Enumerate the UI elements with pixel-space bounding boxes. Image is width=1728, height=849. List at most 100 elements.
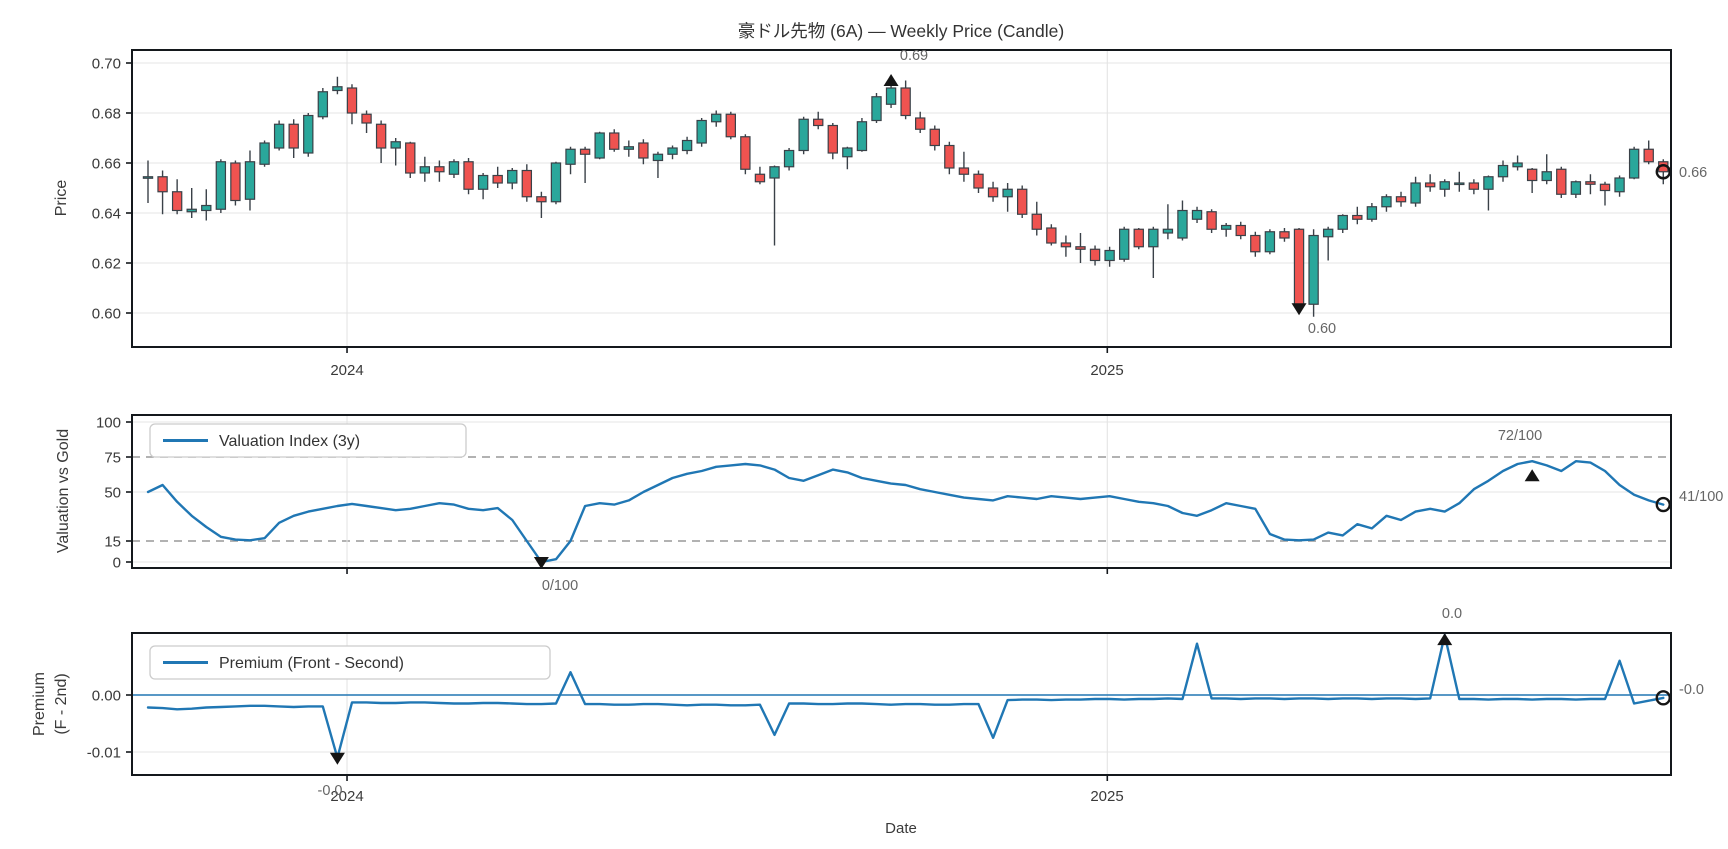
candle-down	[1293, 228, 1305, 305]
price-last-annotation: 0.66	[1679, 165, 1707, 181]
candle-up	[477, 174, 489, 190]
candle-up	[186, 208, 197, 213]
candle-up	[885, 87, 897, 105]
price-x-tick-2025: 2025	[1090, 362, 1123, 379]
premium-legend: Premium (Front - Second)	[149, 645, 551, 680]
candle-up	[1454, 182, 1465, 186]
candle-up	[1512, 162, 1523, 168]
candle-down	[609, 132, 620, 150]
candle-up	[448, 161, 460, 175]
candle-down	[1016, 188, 1028, 215]
candle-up	[871, 96, 882, 122]
candle-down	[434, 166, 445, 173]
candle-up	[1264, 231, 1276, 253]
candle-up	[1104, 249, 1115, 262]
premium-legend-label: Premium (Front - Second)	[219, 655, 404, 672]
candle-up	[1614, 177, 1625, 193]
candle-up	[1177, 209, 1188, 239]
candle-up	[1002, 188, 1013, 198]
candle-down	[361, 113, 372, 124]
extreme-markers-layer	[329, 74, 1671, 765]
price-y-axis-label: Price	[53, 180, 70, 217]
candle-down	[900, 87, 911, 117]
price-high-marker	[883, 74, 899, 86]
candle-up	[783, 149, 795, 168]
premium-x-tick-2025: 2025	[1090, 788, 1123, 805]
candle-up	[1148, 228, 1159, 248]
y-tick-label: 0.64	[92, 206, 121, 223]
premium-legend-box	[149, 645, 551, 680]
y-tick-label: 0.60	[92, 306, 121, 323]
candle-down	[492, 174, 503, 184]
candle-down	[579, 148, 591, 155]
candle-down	[157, 176, 168, 193]
candle-down	[1468, 182, 1480, 190]
y-tick-label: 0.70	[92, 56, 121, 73]
valuation-min-marker	[533, 557, 549, 569]
candle-up	[652, 153, 664, 162]
candle-down	[1031, 213, 1042, 230]
candle-down	[346, 87, 358, 114]
candle-down	[915, 117, 926, 130]
candle-up	[1191, 209, 1203, 220]
y-tick-label: 75	[104, 450, 121, 467]
candle-down	[1279, 231, 1290, 239]
date-axis-label: Date	[885, 820, 917, 837]
candle-down	[230, 162, 241, 202]
y-tick-label: 0.62	[92, 256, 121, 273]
candle-up	[798, 118, 809, 152]
y-tick-label: 15	[104, 534, 121, 551]
price-low-annotation: 0.60	[1308, 321, 1336, 337]
candle-down	[1599, 183, 1611, 192]
premium-min-marker	[329, 752, 345, 765]
candle-down	[536, 196, 547, 203]
candle-down	[1235, 224, 1246, 237]
candle-up	[1570, 181, 1582, 195]
candle-up	[856, 121, 868, 152]
candle-up	[273, 123, 285, 149]
valuation-legend-box	[149, 423, 467, 458]
candle-up	[244, 161, 256, 200]
price-panel-border	[131, 49, 1672, 348]
y-tick-label: 100	[96, 415, 121, 432]
valuation-max-annotation: 72/100	[1498, 428, 1542, 444]
premium-last-annotation: -0.0	[1679, 682, 1704, 698]
candle-down	[944, 144, 955, 169]
candle-up	[1628, 148, 1640, 179]
candle-up	[681, 139, 693, 152]
candle-up	[259, 142, 270, 165]
y-tick-label: 0.00	[92, 688, 121, 705]
premium-y-axis-label-line1: Premium	[31, 672, 48, 736]
price-last-marker	[1655, 164, 1671, 180]
y-tick-label: 0	[113, 555, 121, 572]
candle-down	[1060, 242, 1072, 248]
candle-up	[1162, 228, 1174, 234]
tick-labels-layer: 0.70 0.68 0.66 0.64 0.62 0.60 100 75 50 15 0 0.00 -0…	[87, 56, 1109, 781]
candle-up	[1220, 224, 1232, 230]
candle-down	[1206, 211, 1217, 230]
y-tick-label: 0.68	[92, 106, 121, 123]
candle-down	[1395, 196, 1407, 203]
candle-down	[1424, 182, 1436, 188]
valuation-min-annotation: 0/100	[542, 578, 578, 594]
valuation-legend: Valuation Index (3y)	[149, 423, 467, 458]
candle-up	[1381, 196, 1392, 208]
candle-up	[550, 162, 562, 203]
candle-up	[565, 148, 576, 165]
candle-down	[638, 142, 649, 159]
premium-max-annotation: 0.0	[1442, 606, 1462, 622]
candle-up	[842, 147, 853, 158]
candle-down	[754, 173, 766, 183]
candle-down	[740, 136, 751, 170]
candle-up	[1308, 234, 1319, 305]
candle-up	[1483, 176, 1494, 190]
candle-up	[419, 166, 431, 174]
price-low-marker	[1291, 303, 1307, 316]
candle-down	[987, 187, 999, 198]
candle-down	[827, 124, 838, 154]
candle-down	[1089, 248, 1101, 262]
candle-up	[1118, 228, 1130, 260]
premium-panel-border	[131, 632, 1672, 776]
